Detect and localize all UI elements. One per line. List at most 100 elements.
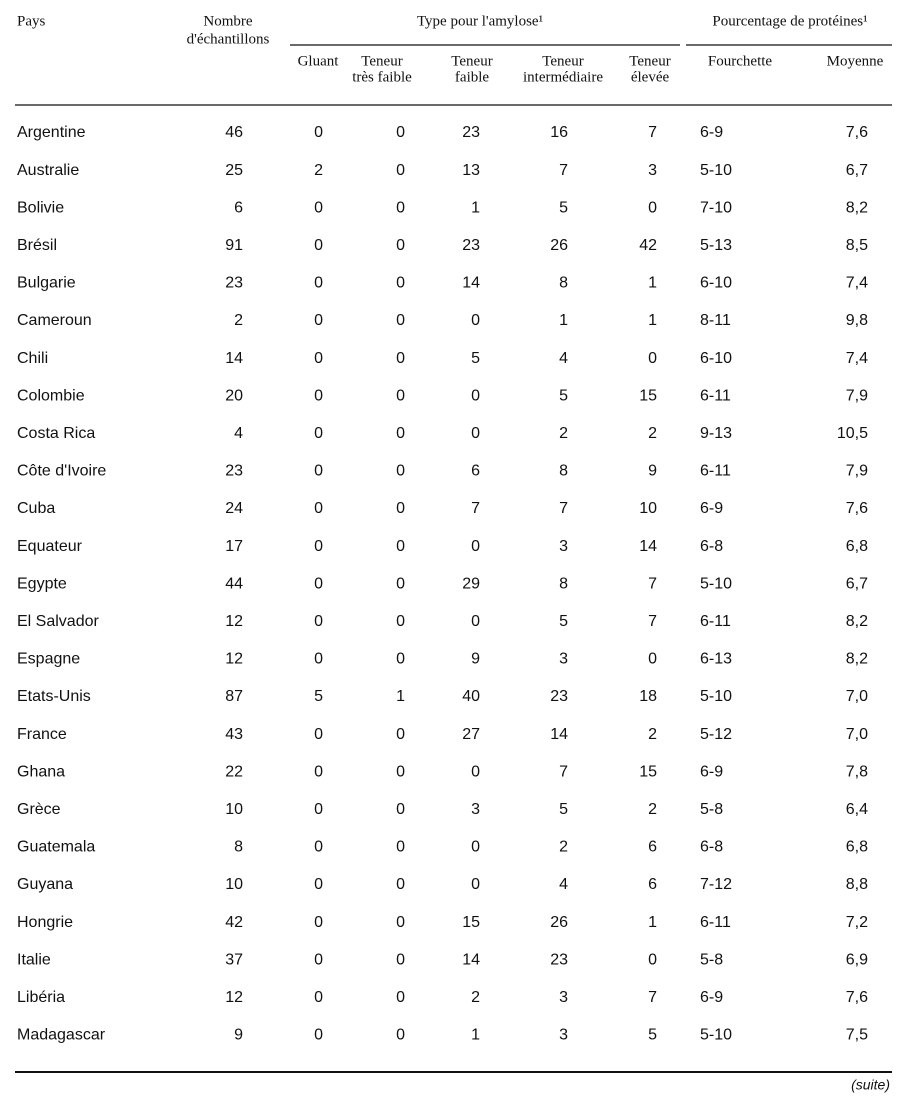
cell: 6-11 bbox=[700, 387, 731, 404]
header-group: Type pour l'amylose¹ bbox=[417, 13, 543, 29]
row-label: Madagascar bbox=[17, 1027, 106, 1044]
cell: 3 bbox=[559, 1027, 568, 1044]
cell: 23 bbox=[462, 124, 480, 141]
column-header: Teneur bbox=[542, 53, 583, 69]
cell: 0 bbox=[314, 124, 323, 141]
row-label: Guatemala bbox=[17, 839, 95, 856]
cell: 7,0 bbox=[846, 726, 868, 743]
cell: 8 bbox=[559, 275, 568, 292]
cell: 8,2 bbox=[846, 651, 868, 668]
cell: 0 bbox=[471, 763, 480, 780]
cell: 16 bbox=[550, 124, 568, 141]
cell: 3 bbox=[559, 651, 568, 668]
cell: 5-13 bbox=[700, 237, 732, 254]
cell: 0 bbox=[396, 801, 405, 818]
cell: 1 bbox=[648, 914, 657, 931]
cell: 0 bbox=[396, 350, 405, 367]
cell: 7,6 bbox=[846, 124, 868, 141]
column-header: Gluant bbox=[298, 53, 340, 69]
cell: 6-10 bbox=[700, 350, 732, 367]
cell: 8-11 bbox=[700, 312, 731, 329]
row-label: Hongrie bbox=[17, 914, 73, 931]
cell: 12 bbox=[225, 613, 243, 630]
cell: 0 bbox=[314, 651, 323, 668]
cell: 7 bbox=[648, 124, 657, 141]
cell: 9 bbox=[648, 463, 657, 480]
cell: 0 bbox=[314, 989, 323, 1006]
cell: 0 bbox=[648, 651, 657, 668]
row-label: Argentine bbox=[17, 124, 86, 141]
cell: 2 bbox=[471, 989, 480, 1006]
cell: 91 bbox=[225, 237, 243, 254]
column-header: très faible bbox=[352, 69, 412, 85]
cell: 14 bbox=[462, 275, 480, 292]
cell: 5 bbox=[314, 688, 323, 705]
row-label: Brésil bbox=[17, 237, 57, 254]
cell: 6-10 bbox=[700, 275, 732, 292]
cell: 15 bbox=[639, 763, 657, 780]
row-label: Costa Rica bbox=[17, 425, 95, 442]
row-label: Guyana bbox=[17, 876, 73, 893]
cell: 23 bbox=[225, 463, 243, 480]
cell: 6,4 bbox=[846, 801, 868, 818]
cell: 7,6 bbox=[846, 989, 868, 1006]
cell: 8,5 bbox=[846, 237, 868, 254]
cell: 6-11 bbox=[700, 613, 731, 630]
cell: 0 bbox=[314, 726, 323, 743]
cell: 0 bbox=[396, 613, 405, 630]
cell: 0 bbox=[314, 1027, 323, 1044]
row-label: Equateur bbox=[17, 538, 83, 555]
cell: 29 bbox=[462, 575, 480, 592]
cell: 0 bbox=[314, 876, 323, 893]
cell: 0 bbox=[314, 463, 323, 480]
cell: 0 bbox=[648, 951, 657, 968]
cell: 13 bbox=[462, 162, 480, 179]
row-label: El Salvador bbox=[17, 613, 99, 630]
cell: 0 bbox=[396, 876, 405, 893]
cell: 0 bbox=[396, 1027, 405, 1044]
cell: 20 bbox=[225, 387, 243, 404]
cell: 7-12 bbox=[700, 876, 732, 893]
column-header: élevée bbox=[631, 69, 670, 85]
row-label: Egypte bbox=[17, 575, 67, 592]
row-label: Cameroun bbox=[17, 312, 92, 329]
cell: 0 bbox=[396, 275, 405, 292]
header-samples: d'échantillons bbox=[187, 31, 270, 47]
cell: 0 bbox=[314, 237, 323, 254]
cell: 6,8 bbox=[846, 839, 868, 856]
cell: 0 bbox=[396, 199, 405, 216]
row-label: Libéria bbox=[17, 989, 65, 1006]
cell: 5 bbox=[559, 613, 568, 630]
cell: 7,9 bbox=[846, 463, 868, 480]
cell: 8,2 bbox=[846, 199, 868, 216]
cell: 8 bbox=[234, 839, 243, 856]
cell: 0 bbox=[314, 763, 323, 780]
cell: 6,7 bbox=[846, 575, 868, 592]
cell: 12 bbox=[225, 651, 243, 668]
cell: 0 bbox=[314, 839, 323, 856]
cell: 0 bbox=[314, 613, 323, 630]
cell: 4 bbox=[234, 425, 243, 442]
cell: 8,8 bbox=[846, 876, 868, 893]
cell: 6-9 bbox=[700, 989, 723, 1006]
cell: 7 bbox=[648, 575, 657, 592]
cell: 22 bbox=[225, 763, 243, 780]
cell: 14 bbox=[639, 538, 657, 555]
cell: 7 bbox=[471, 500, 480, 517]
row-label: Bolivie bbox=[17, 199, 64, 216]
cell: 9,8 bbox=[846, 312, 868, 329]
cell: 1 bbox=[471, 1027, 480, 1044]
cell: 5-10 bbox=[700, 575, 732, 592]
cell: 5-12 bbox=[700, 726, 732, 743]
footer-note: (suite) bbox=[851, 1077, 890, 1093]
cell: 0 bbox=[471, 839, 480, 856]
row-label: Colombie bbox=[17, 387, 85, 404]
cell: 2 bbox=[648, 726, 657, 743]
cell: 0 bbox=[396, 312, 405, 329]
cell: 15 bbox=[639, 387, 657, 404]
cell: 8 bbox=[559, 575, 568, 592]
cell: 17 bbox=[225, 538, 243, 555]
cell: 2 bbox=[559, 839, 568, 856]
cell: 7,8 bbox=[846, 763, 868, 780]
cell: 0 bbox=[396, 387, 405, 404]
